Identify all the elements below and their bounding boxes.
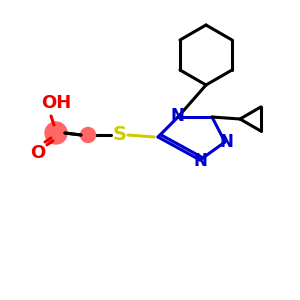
Text: N: N [219, 133, 233, 151]
Text: OH: OH [41, 94, 71, 112]
Text: S: S [113, 125, 127, 145]
Circle shape [80, 128, 95, 142]
Text: O: O [30, 144, 46, 162]
Text: N: N [193, 152, 207, 170]
Circle shape [45, 122, 67, 144]
Text: N: N [170, 107, 184, 125]
